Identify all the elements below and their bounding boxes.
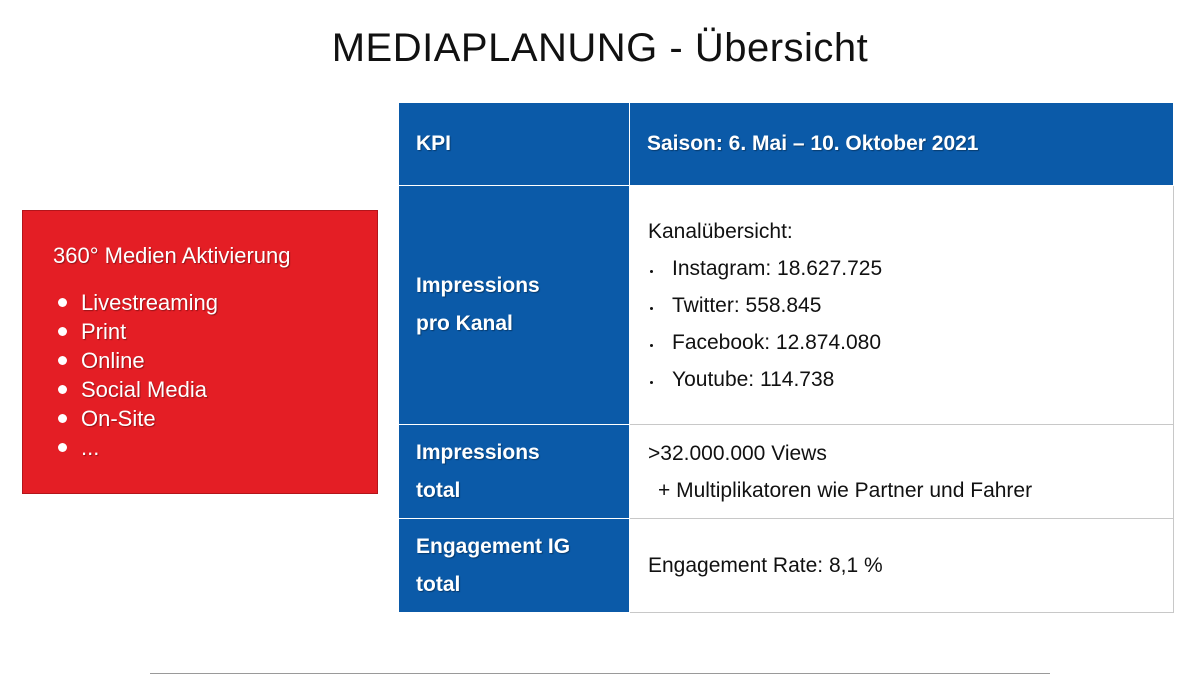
page-title: MEDIAPLANUNG - Übersicht xyxy=(331,26,869,70)
list-item: Online xyxy=(53,346,218,375)
list-item: Social Media xyxy=(53,375,218,404)
table-row: Impressions pro Kanal Kanalübersicht: In… xyxy=(398,185,1174,425)
list-item: On-Site xyxy=(53,404,218,433)
bullet-icon xyxy=(650,343,653,347)
channel-item: Instagram: 18.627.725 xyxy=(648,250,1173,287)
list-item: Livestreaming xyxy=(53,288,218,317)
footer-divider xyxy=(150,673,1050,674)
bullet-icon xyxy=(58,414,67,423)
row-value: >32.000.000 Views + Multiplikatoren wie … xyxy=(629,424,1174,519)
bullet-icon xyxy=(650,380,653,384)
activation-heading: 360° Medien Aktivierung xyxy=(53,243,291,268)
list-item: Print xyxy=(53,317,218,346)
bullet-icon xyxy=(58,385,67,394)
table-header-row: KPI Saison: 6. Mai – 10. Oktober 2021 xyxy=(398,102,1174,186)
activation-list: Livestreaming Print Online Social Media … xyxy=(53,288,218,462)
row-key: Impressions pro Kanal xyxy=(398,185,630,425)
channel-item: Facebook: 12.874.080 xyxy=(648,324,1173,361)
bullet-icon xyxy=(650,306,653,310)
bullet-icon xyxy=(58,327,67,336)
bullet-icon xyxy=(58,356,67,365)
row-key: Engagement IG total xyxy=(398,518,630,613)
header-kpi: KPI xyxy=(398,102,630,186)
bullet-icon xyxy=(58,298,67,307)
row-key: Impressions total xyxy=(398,424,630,519)
table-row: Impressions total >32.000.000 Views + Mu… xyxy=(398,424,1174,519)
list-item: ... xyxy=(53,433,218,462)
header-season: Saison: 6. Mai – 10. Oktober 2021 xyxy=(629,102,1174,186)
bullet-icon xyxy=(58,443,67,452)
channel-item: Twitter: 558.845 xyxy=(648,287,1173,324)
row-value: Kanalübersicht: Instagram: 18.627.725 Tw… xyxy=(629,185,1174,425)
bullet-icon xyxy=(650,269,653,273)
row-value: Engagement Rate: 8,1 % xyxy=(629,518,1174,613)
activation-box: 360° Medien Aktivierung Livestreaming Pr… xyxy=(22,210,378,494)
channel-intro: Kanalübersicht: xyxy=(648,219,793,243)
channel-item: Youtube: 114.738 xyxy=(648,361,1173,398)
kpi-table: KPI Saison: 6. Mai – 10. Oktober 2021 Im… xyxy=(398,102,1174,613)
table-row: Engagement IG total Engagement Rate: 8,1… xyxy=(398,518,1174,613)
